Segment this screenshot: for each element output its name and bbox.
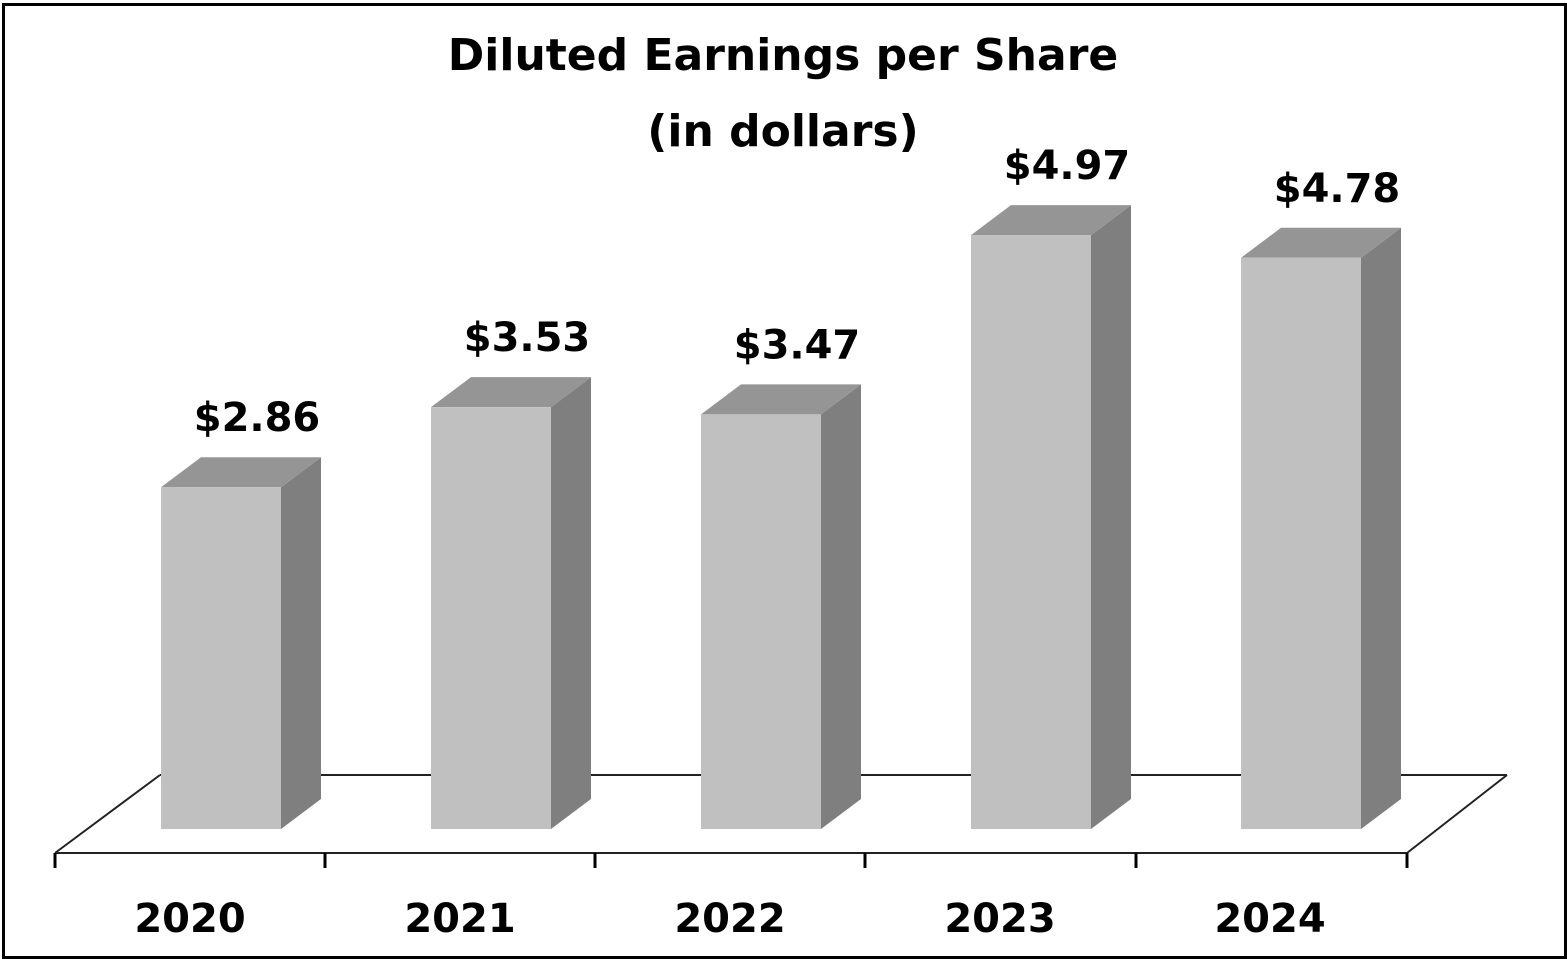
bar-2023: $4.97 [971, 143, 1131, 829]
data-label: $3.53 [464, 315, 591, 361]
data-label: $4.78 [1274, 166, 1401, 212]
x-axis-label: 2020 [134, 896, 245, 942]
data-label: $3.47 [734, 322, 861, 368]
x-axis-label: 2024 [1214, 896, 1325, 942]
chart-frame [2, 3, 1567, 959]
x-axis-label: 2021 [404, 896, 515, 942]
bars: $2.86 $3.53 $3.47 $4.97 $4.78 [161, 143, 1401, 830]
bar-2020: $2.86 [161, 395, 321, 829]
bar-2022: $3.47 [701, 322, 861, 829]
x-axis-label: 2023 [944, 896, 1055, 942]
bar-2021: $3.53 [431, 315, 591, 829]
x-axis-label: 2022 [674, 896, 785, 942]
bar-2024: $4.78 [1241, 166, 1401, 830]
chart-title: Diluted Earnings per Share [448, 30, 1118, 81]
x-axis-labels: 2020 2021 2022 2023 2024 [134, 896, 1325, 942]
x-axis-ticks [53, 853, 1409, 868]
chart-subtitle: (in dollars) [647, 106, 918, 157]
data-label: $2.86 [194, 395, 321, 441]
data-label: $4.97 [1004, 143, 1131, 189]
